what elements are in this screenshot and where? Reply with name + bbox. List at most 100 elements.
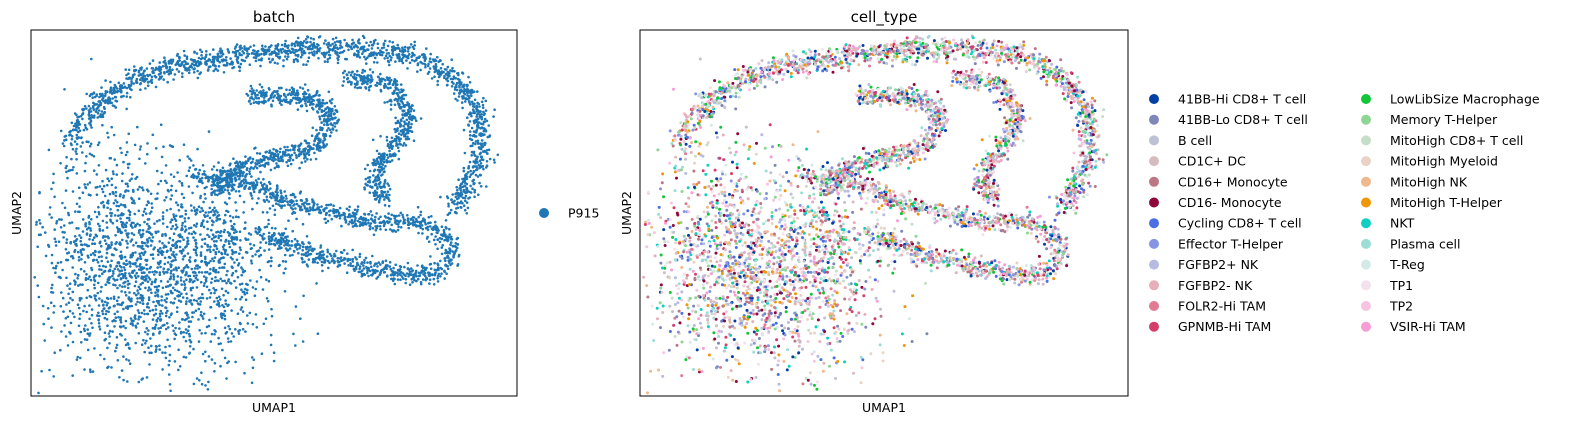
data-point xyxy=(216,299,220,303)
data-point xyxy=(393,282,397,286)
data-point xyxy=(157,230,160,233)
data-point xyxy=(97,105,100,109)
data-point xyxy=(413,44,417,47)
data-point xyxy=(134,280,138,284)
data-point xyxy=(363,69,367,73)
data-point xyxy=(321,102,325,105)
data-point xyxy=(409,273,413,276)
data-point xyxy=(353,72,356,76)
data-point xyxy=(243,371,246,375)
data-point xyxy=(204,384,207,387)
data-point xyxy=(302,148,305,151)
data-point xyxy=(435,231,439,234)
data-point xyxy=(430,273,434,276)
data-point xyxy=(71,147,75,151)
data-point xyxy=(156,290,160,293)
data-point xyxy=(312,41,316,45)
data-point xyxy=(177,368,180,372)
data-point xyxy=(79,330,83,334)
data-point xyxy=(221,348,224,352)
data-point xyxy=(292,48,295,51)
data-point xyxy=(315,148,319,151)
data-point xyxy=(374,215,377,219)
data-point xyxy=(113,312,117,316)
data-point xyxy=(286,52,290,56)
data-point xyxy=(347,71,351,74)
data-point xyxy=(430,215,433,218)
data-point xyxy=(189,340,193,344)
data-point xyxy=(287,44,290,47)
data-point xyxy=(50,187,53,191)
data-point xyxy=(468,120,472,123)
data-point xyxy=(208,58,212,62)
data-point xyxy=(208,53,212,56)
data-point xyxy=(158,273,162,277)
data-point xyxy=(114,186,117,189)
data-point xyxy=(333,46,337,50)
data-point xyxy=(190,175,193,178)
data-point xyxy=(325,101,329,105)
data-point xyxy=(484,128,487,132)
data-point xyxy=(280,200,283,204)
data-point xyxy=(476,90,479,93)
data-point xyxy=(238,66,242,69)
data-point xyxy=(407,272,411,276)
data-point xyxy=(417,56,421,59)
data-point xyxy=(146,84,150,87)
data-point xyxy=(86,348,90,352)
data-point xyxy=(110,366,113,369)
data-point xyxy=(324,221,328,225)
data-point xyxy=(106,206,109,210)
data-point xyxy=(243,45,246,48)
data-point xyxy=(178,365,182,368)
data-point xyxy=(140,311,144,315)
data-point xyxy=(147,289,150,292)
data-point xyxy=(93,274,96,278)
data-point xyxy=(356,80,359,83)
data-point xyxy=(88,122,91,125)
data-point xyxy=(190,66,193,69)
data-point xyxy=(282,59,285,62)
data-point xyxy=(139,78,142,81)
data-point xyxy=(120,84,124,87)
data-point xyxy=(147,346,150,350)
data-point xyxy=(389,141,393,145)
data-point xyxy=(462,169,466,173)
data-point xyxy=(255,152,259,155)
data-point xyxy=(311,95,315,98)
data-point xyxy=(312,108,315,111)
data-point xyxy=(403,104,407,107)
data-point xyxy=(420,224,424,227)
data-point xyxy=(326,250,330,254)
data-point xyxy=(289,93,293,97)
data-point xyxy=(204,359,207,363)
data-point xyxy=(71,340,75,344)
data-point xyxy=(133,269,136,272)
data-point xyxy=(215,184,219,187)
data-point xyxy=(97,322,101,325)
data-point xyxy=(165,65,169,69)
data-point xyxy=(296,239,299,243)
data-point xyxy=(172,268,175,271)
data-point xyxy=(436,83,440,87)
data-point xyxy=(459,184,462,187)
data-point xyxy=(409,110,413,113)
data-point xyxy=(120,179,124,183)
data-point xyxy=(429,267,433,271)
data-point xyxy=(116,286,119,290)
data-point xyxy=(156,293,159,297)
data-point xyxy=(457,178,460,181)
data-point xyxy=(120,334,123,337)
data-point xyxy=(486,152,489,155)
data-point xyxy=(157,327,160,330)
data-point xyxy=(397,157,401,161)
data-point xyxy=(316,206,320,209)
data-point xyxy=(271,204,275,208)
data-point xyxy=(272,351,276,355)
data-point xyxy=(225,56,228,59)
data-point xyxy=(299,198,303,202)
data-point xyxy=(238,321,242,325)
data-point xyxy=(325,255,329,258)
data-point xyxy=(209,245,212,249)
data-point xyxy=(214,64,217,68)
